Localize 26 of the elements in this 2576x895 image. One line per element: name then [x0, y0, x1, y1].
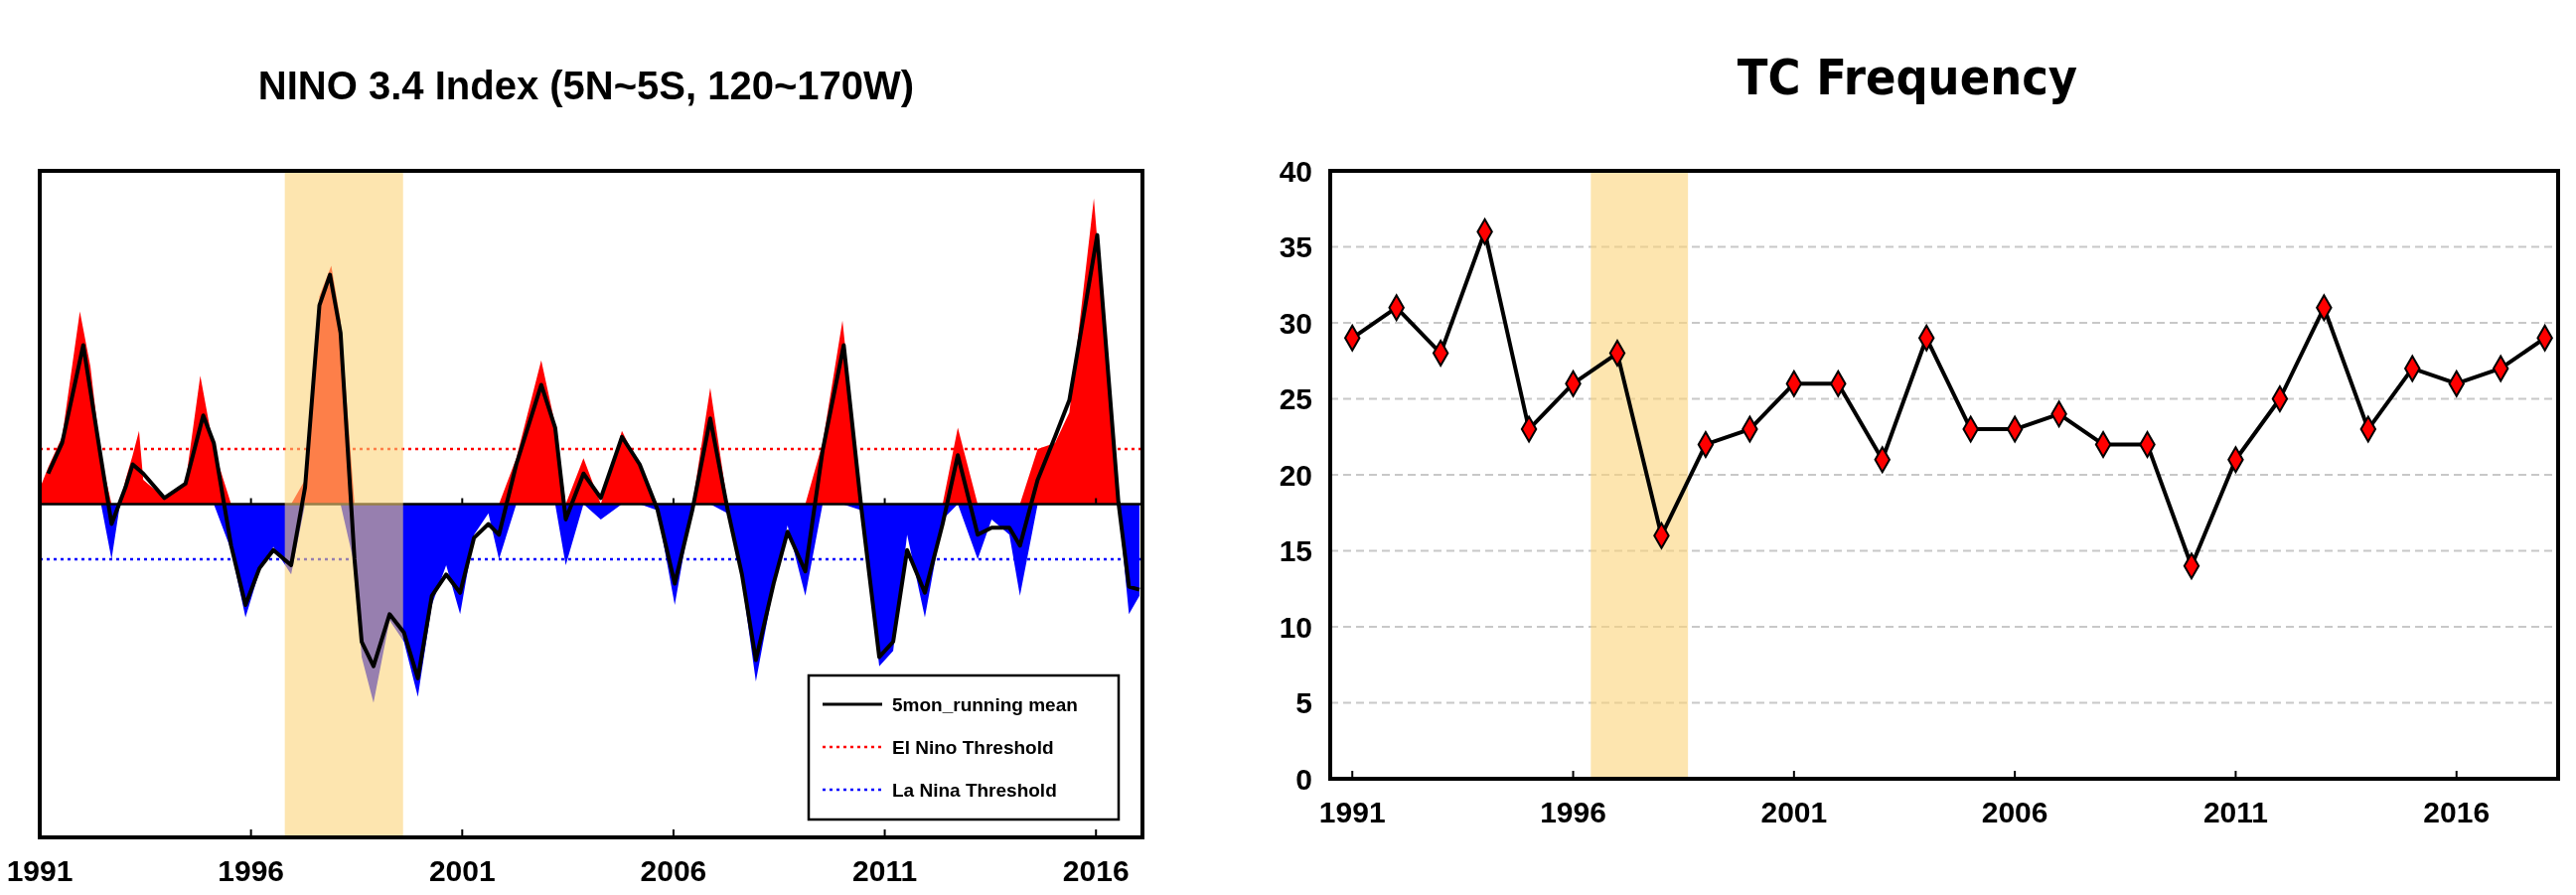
y-tick-label: 35: [1279, 230, 1312, 263]
x-tick-label: 1996: [1540, 796, 1606, 828]
x-tick-label: 2001: [1760, 796, 1828, 828]
x-tick-label: 2006: [1981, 796, 2048, 828]
y-tick-label: 15: [1279, 534, 1312, 567]
y-tick-label: 25: [1279, 382, 1312, 415]
legend-label: El Nino Threshold: [892, 736, 1054, 758]
x-tick-label: 1991: [1318, 796, 1386, 828]
x-tick-label: 2001: [428, 854, 496, 887]
x-tick-label: 1991: [6, 854, 74, 887]
y-tick-label: 40: [1279, 154, 1312, 188]
y-tick-label: 20: [1279, 458, 1312, 492]
x-tick-label: 2016: [2423, 796, 2491, 828]
legend-label: 5mon_running mean: [892, 693, 1078, 715]
y-tick-label: 30: [1279, 306, 1312, 340]
x-tick-label: 2006: [640, 854, 707, 887]
x-tick-label: 2016: [1062, 854, 1130, 887]
y-tick-label: 0: [1295, 762, 1312, 796]
x-tick-label: 2011: [852, 854, 918, 887]
y-tick-label: 5: [1295, 686, 1312, 719]
chart-title: TC Frequency: [1737, 49, 2078, 106]
chart-title: NINO 3.4 Index (5N~5S, 120~170W): [257, 64, 915, 107]
legend-label: La Nina Threshold: [892, 779, 1057, 801]
x-tick-label: 1996: [218, 854, 285, 887]
x-tick-label: 2011: [2202, 796, 2268, 828]
y-tick-label: 10: [1279, 610, 1312, 644]
